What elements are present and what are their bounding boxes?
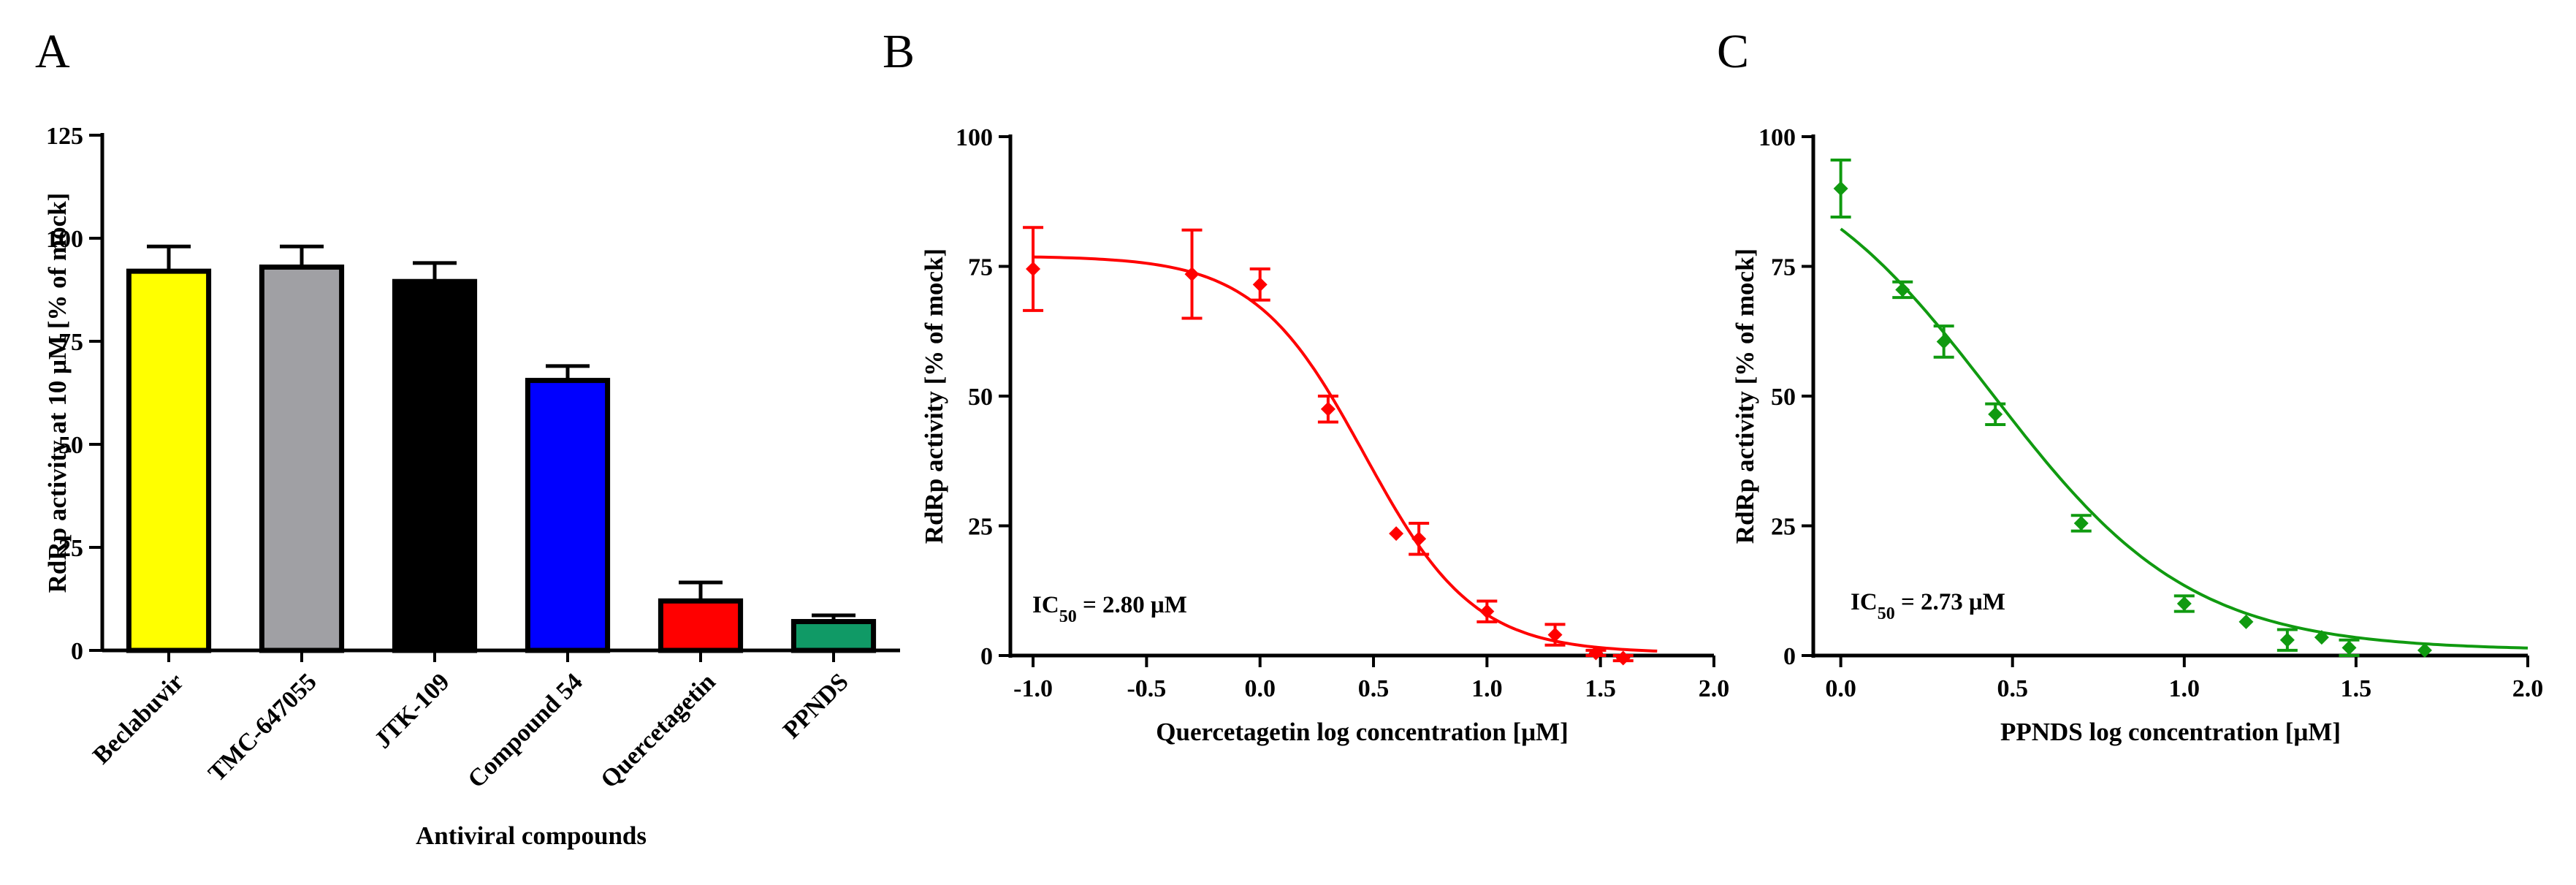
ic50-annotation: IC50 = 2.80 μM (1032, 592, 1187, 626)
x-tick-label: -1.0 (1013, 675, 1053, 702)
x-tick-label: 2.0 (1699, 675, 1730, 702)
x-tick-label: Beclabuvir (88, 668, 188, 769)
x-tick-label: -0.5 (1127, 675, 1166, 702)
y-tick-label: 25 (58, 535, 83, 562)
y-tick-label: 25 (1771, 514, 1796, 541)
bar (658, 598, 744, 653)
y-tick-label: 75 (1771, 254, 1796, 281)
y-axis-title: RdRp activity [% of mock] (1731, 248, 1759, 544)
y-tick-label: 100 (1758, 124, 1796, 151)
data-point (1389, 526, 1404, 542)
panel-letter-c: C (1717, 25, 1749, 78)
data-point (1895, 282, 1910, 297)
y-axis-title: RdRp activity at 10 μM [% of mock] (43, 193, 72, 593)
x-tick-label: 0.0 (1244, 675, 1276, 702)
bar (525, 378, 611, 653)
bar (126, 268, 212, 653)
panel-letter-b: B (883, 25, 915, 78)
data-point (2341, 640, 2357, 656)
x-tick-label: 1.5 (2341, 675, 2372, 702)
x-tick-label: 2.0 (2512, 675, 2544, 702)
x-tick-label: Compound 54 (463, 668, 588, 793)
data-point (2279, 632, 2295, 647)
y-tick-label: 0 (71, 638, 83, 665)
bar (392, 278, 478, 653)
x-tick-label: TMC-647055 (203, 668, 321, 786)
ic50-value: = 2.73 μM (1895, 589, 2005, 615)
x-tick-label: 0.5 (1997, 675, 2028, 702)
data-point (1184, 267, 1200, 282)
y-tick-label: 125 (46, 123, 83, 150)
fit-curve (1033, 255, 1658, 653)
panel-a-bar-chart: 0 25 50 75 100 125 Beclabuvir TMC-647055 JTK-109… (43, 123, 900, 850)
y-tick-label: 0 (1783, 643, 1796, 670)
data-point (2073, 515, 2089, 531)
y-tick-label: 100 (956, 124, 993, 151)
bar (259, 264, 345, 653)
data-point (1479, 604, 1495, 619)
x-axis-title: PPNDS log concentration [μM] (2000, 718, 2341, 746)
x-axis-title: Antiviral compounds (416, 821, 647, 850)
ic50-value: = 2.80 μM (1077, 592, 1187, 618)
data-point (2417, 642, 2432, 658)
y-tick-label: 75 (968, 254, 993, 281)
x-tick-label: JTK-109 (370, 668, 455, 753)
data-point (2314, 630, 2329, 645)
panel-letter-a: A (35, 25, 70, 78)
data-point (1411, 531, 1427, 547)
x-tick-label: 0.0 (1825, 675, 1856, 702)
fit-curve (1840, 227, 2529, 650)
y-tick-label: 0 (980, 643, 993, 670)
y-tick-label: 50 (968, 384, 993, 411)
x-axis-title: Quercetagetin log concentration [μM] (1156, 718, 1568, 746)
y-tick-label: 75 (58, 329, 83, 356)
x-tick-label: 1.0 (2169, 675, 2200, 702)
data-point (1547, 627, 1563, 642)
y-tick-label: 100 (46, 226, 83, 253)
data-point (1026, 262, 1041, 277)
data-point (1320, 401, 1335, 417)
panel-c-dose-response: 0 25 50 75 100 0.0 0.5 1.0 1.5 2.0 IC50 = 2.73 μM P… (1731, 124, 2543, 746)
ic50-subscript: 50 (1059, 607, 1077, 626)
data-point (1588, 645, 1604, 661)
data-point (1936, 334, 1951, 349)
data-point (2176, 596, 2192, 611)
data-point (1615, 650, 1631, 666)
data-point (1988, 406, 2003, 422)
y-tick-label: 50 (1771, 384, 1796, 411)
data-point (2238, 614, 2254, 629)
y-tick-label: 50 (58, 432, 83, 459)
y-tick-label: 25 (968, 514, 993, 541)
bar (790, 619, 877, 653)
ic50-annotation: IC50 = 2.73 μM (1851, 589, 2005, 623)
x-tick-label: Quercetagetin (595, 668, 720, 793)
panel-b-dose-response: 0 25 50 75 100 -1.0 -0.5 0.0 0.5 1.0 1.5 2.0 IC50 = … (920, 124, 1729, 746)
data-point (1252, 277, 1268, 292)
x-tick-label: 1.5 (1585, 675, 1616, 702)
y-axis-title: RdRp activity [% of mock] (920, 248, 948, 544)
x-tick-label: 0.5 (1358, 675, 1390, 702)
data-point (1833, 181, 1848, 196)
ic50-subscript: 50 (1878, 604, 1895, 623)
x-tick-label: PPNDS (778, 668, 854, 744)
x-tick-label: 1.0 (1471, 675, 1503, 702)
